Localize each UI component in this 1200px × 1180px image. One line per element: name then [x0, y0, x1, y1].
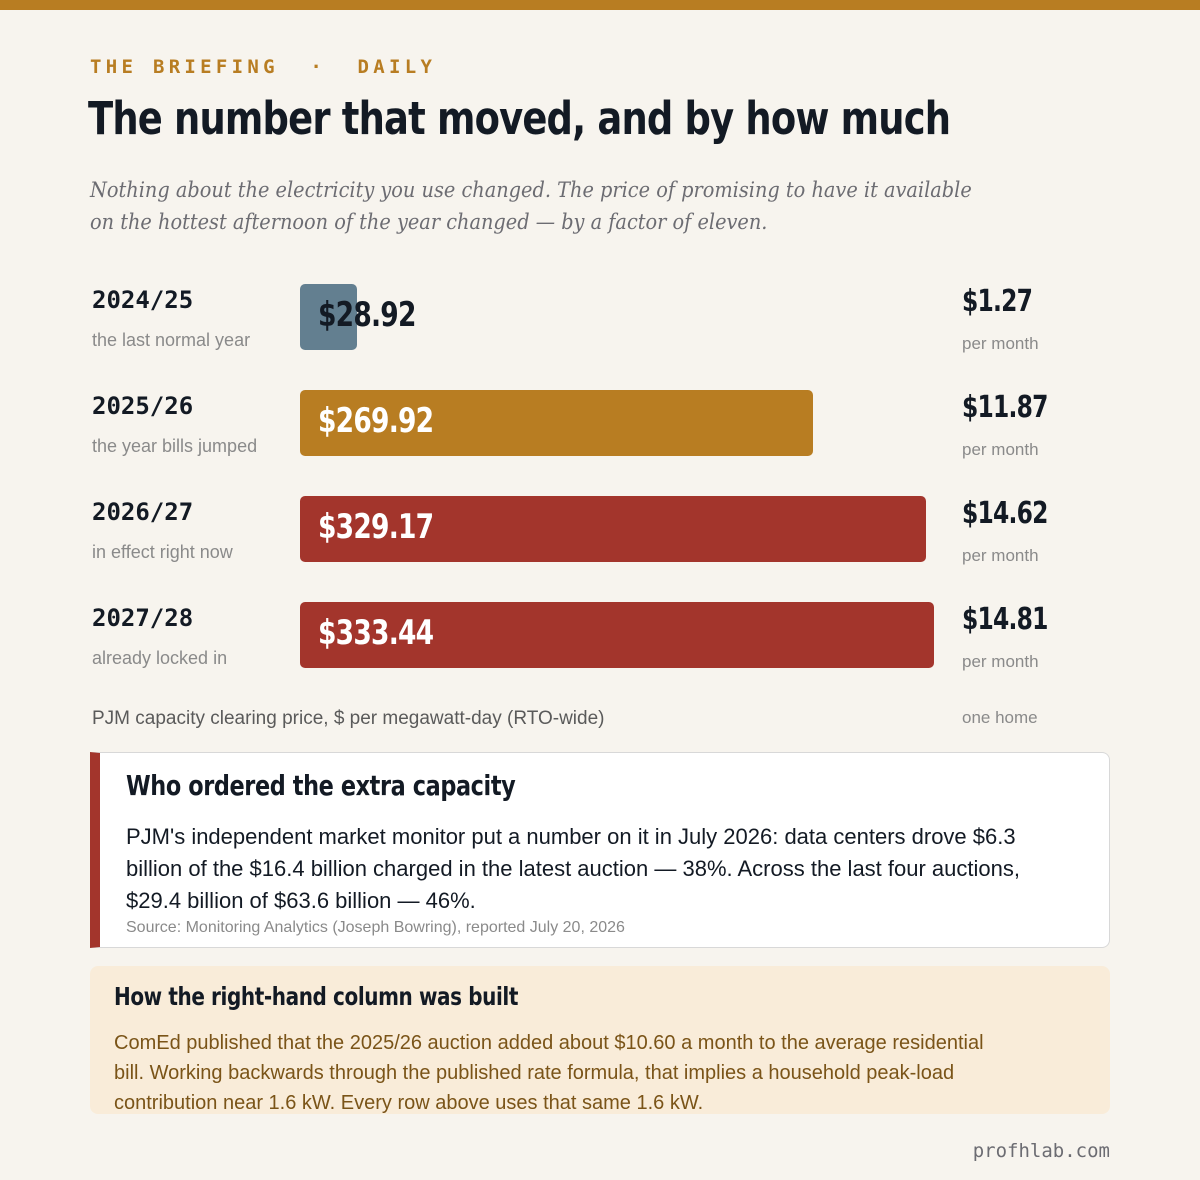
- capacity-origin-card: Who ordered the extra capacity PJM's ind…: [90, 752, 1110, 948]
- chart-axis-label: PJM capacity clearing price, $ per megaw…: [92, 708, 605, 729]
- method-card: How the right-hand column was built ComE…: [90, 966, 1110, 1114]
- top-accent-bar: [0, 0, 1200, 10]
- bar: [300, 496, 926, 562]
- category-label: 2027/28: [92, 604, 194, 632]
- page-subtitle: Nothing about the electricity you use ch…: [90, 178, 972, 234]
- capacity-origin-title: Who ordered the extra capacity: [126, 769, 516, 802]
- footer-site[interactable]: profhlab.com: [972, 1140, 1110, 1162]
- monthly-cost: $11.87: [962, 390, 1048, 425]
- monthly-unit: per month: [962, 334, 1039, 353]
- bar-value-label: $329.17: [318, 507, 434, 547]
- category-label: 2024/25: [92, 286, 194, 314]
- monthly-cost: $14.81: [962, 602, 1048, 637]
- bar: [300, 284, 357, 350]
- chart-row: 2025/26 the year bills jumped $269.92 $11.8…: [0, 384, 1200, 490]
- bar-value-label: $269.92: [318, 401, 434, 441]
- monthly-column-label: one home: [962, 708, 1038, 727]
- chart-row: 2027/28 already locked in $333.44 $14.81 per…: [0, 596, 1200, 702]
- monthly-unit: per month: [962, 440, 1039, 459]
- monthly-unit: per month: [962, 546, 1039, 565]
- chart-row: 2024/25 the last normal year $28.92 $1.27 pe…: [0, 278, 1200, 384]
- capacity-origin-source: Source: Monitoring Analytics (Joseph Bow…: [126, 919, 625, 936]
- bar: [300, 390, 813, 456]
- capacity-price-chart: 2024/25 the last normal year $28.92 $1.27 pe…: [0, 278, 1200, 698]
- capacity-origin-body: PJM's independent market monitor put a n…: [126, 824, 1020, 913]
- category-note: the last normal year: [92, 330, 251, 350]
- monthly-cost: $1.27: [962, 284, 1033, 319]
- method-title: How the right-hand column was built: [114, 982, 519, 1011]
- method-body: ComEd published that the 2025/26 auction…: [114, 1032, 984, 1114]
- monthly-unit: per month: [962, 652, 1039, 671]
- monthly-cost: $14.62: [962, 496, 1048, 531]
- category-label: 2026/27: [92, 498, 194, 526]
- bar-value-label: $333.44: [318, 613, 434, 653]
- chart-row: 2026/27 in effect right now $329.17 $14.62 p…: [0, 490, 1200, 596]
- page-title: The number that moved, and by how much: [88, 92, 951, 145]
- category-note: already locked in: [92, 648, 228, 668]
- kicker: THE BRIEFING · DAILY: [90, 56, 437, 78]
- category-note: in effect right now: [92, 542, 233, 562]
- category-label: 2025/26: [92, 392, 194, 420]
- category-note: the year bills jumped: [92, 436, 258, 456]
- bar-value-label: $28.92: [318, 295, 416, 335]
- bar: [300, 602, 934, 668]
